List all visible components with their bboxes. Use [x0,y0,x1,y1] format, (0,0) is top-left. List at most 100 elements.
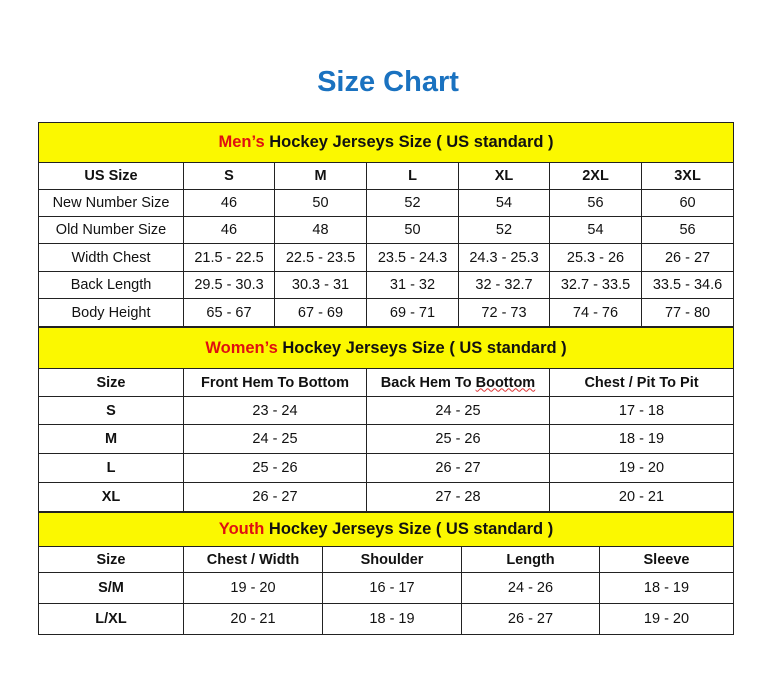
table-cell: 26 - 27 [461,603,600,635]
table-cell: 60 [640,189,735,217]
column-header-text: Sleeve [643,551,690,568]
size-chart: Men’s Hockey Jerseys Size ( US standard … [37,122,735,635]
table-cell: 20 - 21 [183,603,323,635]
table-cell: 50 [366,216,459,244]
table-cell: 65 - 67 [183,298,275,327]
header-row: Size Chest / Width Shoulder Length Sleeve [38,546,735,573]
women-size-table: Women’s Hockey Jerseys Size ( US standar… [37,327,735,512]
table-cell: 32 - 32.7 [458,271,550,299]
column-header-text: Size [96,551,126,568]
row-label: XL [38,482,184,512]
column-header-text: 3XL [674,168,701,184]
column-header-text: Front Hem To Bottom [201,374,349,391]
table-cell: 24 - 25 [183,424,367,454]
column-header: 3XL [640,162,735,190]
table-cell: 32.7 - 33.5 [549,271,642,299]
column-header: Size [38,546,184,573]
table-cell: 19 - 20 [598,603,735,635]
heading-highlight: Youth [218,520,265,538]
column-header-text: 2XL [582,168,609,184]
table-cell: 23 - 24 [183,396,367,425]
column-header: US Size [38,162,184,190]
column-header-text: Chest / Pit To Pit [584,374,699,391]
table-cell: 24 - 25 [366,396,550,425]
table-row: Old Number Size 46 48 50 52 54 56 [38,216,735,244]
column-header-text: Chest / Width [206,551,300,568]
column-header-text: US Size [84,168,138,184]
row-label: Back Length [38,271,184,299]
row-label: Old Number Size [38,216,184,244]
table-cell: 29.5 - 30.3 [183,271,275,299]
column-header-text: M [314,168,327,184]
table-cell: 24.3 - 25.3 [458,243,550,272]
table-cell: 19 - 20 [548,453,735,483]
row-label: L [38,453,184,483]
table-cell: 33.5 - 34.6 [640,271,735,299]
table-row: M 24 - 25 25 - 26 18 - 19 [38,424,735,454]
row-label: S [38,396,184,425]
youth-size-table: Youth Hockey Jerseys Size ( US standard … [37,512,735,635]
table-cell: 67 - 69 [274,298,367,327]
table-row: L 25 - 26 26 - 27 19 - 20 [38,453,735,483]
table-cell: 17 - 18 [548,396,735,425]
table-row: L/XL 20 - 21 18 - 19 26 - 27 19 - 20 [38,603,735,635]
table-cell: 48 [274,216,367,244]
men-section-heading: Men’s Hockey Jerseys Size ( US standard … [37,122,735,163]
table-cell: 52 [458,216,550,244]
column-header: XL [458,162,550,190]
table-cell: 46 [183,189,275,217]
heading-text: Hockey Jerseys Size ( US standard ) [264,133,554,151]
heading-highlight: Women’s [205,338,278,357]
table-cell: 46 [183,216,275,244]
table-row: Back Length 29.5 - 30.3 30.3 - 31 31 - 32 32… [38,271,735,299]
women-section-heading: Women’s Hockey Jerseys Size ( US standar… [37,327,735,369]
table-cell: 30.3 - 31 [274,271,367,299]
table-cell: 27 - 28 [366,482,550,512]
heading-text: Hockey Jerseys Size ( US standard ) [264,520,554,538]
column-header: Front Hem To Bottom [183,368,367,397]
table-cell: 25 - 26 [183,453,367,483]
table-cell: 23.5 - 24.3 [366,243,459,272]
row-label: S/M [38,572,184,604]
table-cell: 69 - 71 [366,298,459,327]
table-cell: 18 - 19 [598,572,735,604]
table-cell: 52 [366,189,459,217]
page-title: Size Chart [317,66,459,98]
column-header: Size [38,368,184,397]
column-header: Chest / Width [183,546,323,573]
table-cell: 26 - 27 [640,243,735,272]
table-cell: 16 - 17 [322,572,462,604]
table-row: XL 26 - 27 27 - 28 20 - 21 [38,482,735,512]
header-row: Size Front Hem To Bottom Back Hem To Boott… [38,368,735,397]
table-cell: 31 - 32 [366,271,459,299]
men-size-table: Men’s Hockey Jerseys Size ( US standard … [37,122,735,327]
table-cell: 77 - 80 [640,298,735,327]
header-row: US Size S M L XL 2XL 3XL [38,162,735,190]
column-header: Back Hem To Boottom [366,368,550,397]
column-header-text: XL [494,168,514,184]
column-header: 2XL [549,162,642,190]
table-row: S/M 19 - 20 16 - 17 24 - 26 18 - 19 [38,572,735,604]
column-header: L [366,162,459,190]
heading-highlight: Men’s [218,133,265,151]
table-cell: 21.5 - 22.5 [183,243,275,272]
table-cell: 25 - 26 [366,424,550,454]
column-header: Chest / Pit To Pit [548,368,735,397]
column-header-text: Shoulder [360,551,424,568]
table-cell: 54 [549,216,642,244]
youth-section-heading: Youth Hockey Jerseys Size ( US standard … [37,512,735,547]
row-label: M [38,424,184,454]
table-cell: 19 - 20 [183,572,323,604]
heading-text: Hockey Jerseys Size ( US standard ) [277,338,567,357]
column-header-text: Length [506,551,555,568]
column-header-text: Size [96,374,126,391]
table-cell: 56 [640,216,735,244]
table-cell: 26 - 27 [366,453,550,483]
column-header: S [183,162,275,190]
column-header: Length [461,546,600,573]
table-cell: 18 - 19 [548,424,735,454]
table-cell: 74 - 76 [549,298,642,327]
row-label: New Number Size [38,189,184,217]
column-header-text: Back Hem To Boottom [380,374,536,391]
row-label: L/XL [38,603,184,635]
